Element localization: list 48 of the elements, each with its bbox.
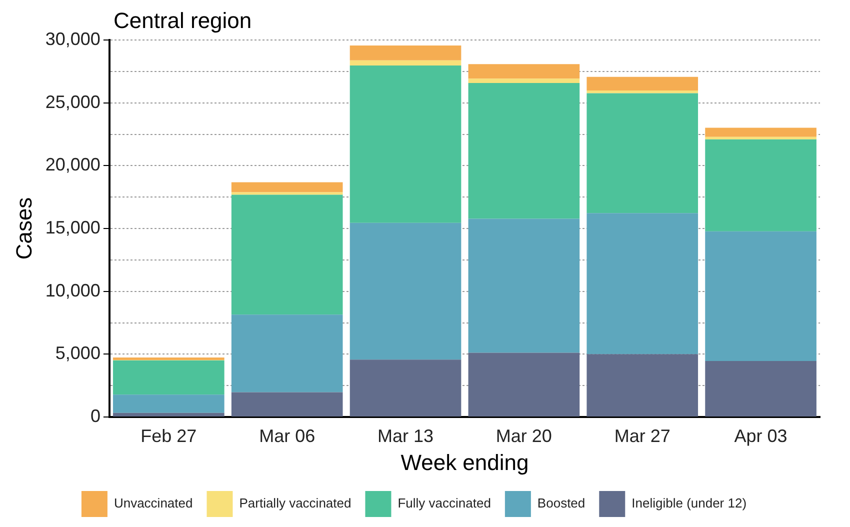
y-tick-label: 20,000 — [45, 154, 100, 175]
bar — [705, 360, 816, 416]
bar — [350, 46, 462, 60]
y-tick-label: 0 — [90, 406, 100, 426]
bar — [586, 93, 698, 214]
legend-label: Boosted — [537, 496, 586, 511]
bar — [350, 60, 462, 66]
bar — [231, 182, 343, 192]
bar — [113, 394, 224, 413]
bar — [705, 231, 816, 361]
chart-title: Central region — [113, 8, 252, 33]
x-tick-label: Mar 06 — [259, 426, 316, 446]
bar — [586, 90, 698, 94]
bar — [468, 82, 580, 219]
bar — [231, 392, 343, 416]
bar — [468, 352, 580, 416]
y-tick-label: 15,000 — [45, 217, 100, 238]
bar — [350, 66, 462, 223]
bar — [231, 314, 343, 392]
x-tick-label: Mar 13 — [378, 426, 434, 446]
bar — [705, 128, 816, 137]
bar — [350, 222, 462, 360]
bar — [231, 194, 343, 315]
bar — [586, 76, 698, 91]
bar — [705, 139, 816, 232]
bar — [113, 412, 224, 416]
y-tick-label: 5,000 — [55, 343, 100, 364]
legend-label: Unvaccinated — [114, 496, 193, 511]
x-axis-title: Week ending — [400, 450, 529, 475]
bar — [113, 360, 224, 395]
y-tick-label: 25,000 — [45, 92, 100, 112]
x-tick-label: Mar 20 — [496, 426, 552, 446]
bar — [586, 213, 698, 354]
x-tick-label: Mar 27 — [614, 426, 670, 446]
legend-label: Ineligible (under 12) — [632, 496, 747, 511]
bar — [586, 354, 698, 416]
legend-label: Fully vaccinated — [398, 496, 491, 511]
x-tick-label: Feb 27 — [140, 426, 197, 446]
bar — [350, 360, 462, 416]
x-tick-label: Apr 03 — [734, 426, 788, 446]
y-tick-label: 10,000 — [45, 280, 100, 300]
bar — [468, 64, 580, 79]
bar — [468, 78, 580, 83]
bar — [705, 136, 816, 140]
bar — [468, 218, 580, 353]
legend-label: Partially vaccinated — [239, 496, 352, 511]
y-tick-label: 30,000 — [45, 28, 100, 49]
y-axis-title: Cases — [11, 197, 36, 260]
